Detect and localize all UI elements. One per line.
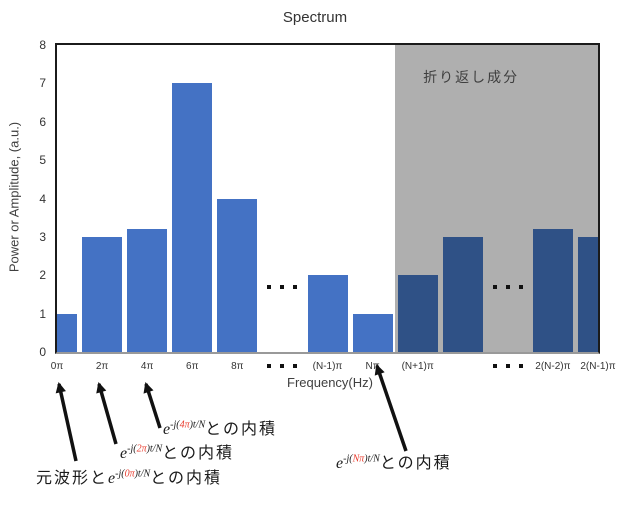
y-tick-label: 8 [39, 38, 46, 52]
x-axis-title: Frequency(Hz) [287, 375, 373, 390]
annotation-suffix: との内積 [379, 455, 452, 472]
inner-product-annotation: e-j(2π)t/Nとの内積 [120, 439, 234, 463]
y-tick-label: 2 [39, 268, 46, 283]
frequency-term-red: 0π [124, 468, 135, 480]
bar-6π [172, 83, 213, 352]
bar-0π [57, 313, 77, 352]
frequency-term-red: 4π [179, 419, 190, 431]
inner-product-annotation: e-j(Nπ)t/Nとの内積 [336, 449, 452, 473]
bar-slot9 [442, 236, 483, 352]
y-tick-label: 1 [39, 306, 46, 321]
inner-product-annotation: 元波形とe-j(0π)t/Nとの内積 [36, 464, 222, 488]
x-tick-label: 8π [231, 361, 244, 372]
x-tick-label: 2(N-2)π [535, 361, 571, 372]
annotation-arrow [55, 381, 78, 462]
bar-2(N-1)π [578, 236, 598, 352]
annotation-suffix: との内積 [205, 421, 277, 438]
alias-region-label: 折り返し成分 [423, 69, 520, 85]
exponential-formula: e-j(Nπ)t/N [336, 453, 380, 472]
plot-area: 折り返し成分 [55, 43, 600, 354]
annotation-arrow [96, 381, 118, 445]
x-tick-label: (N+1)π [401, 361, 434, 372]
y-tick-label: 6 [39, 114, 46, 129]
annotation-prefix: 元波形と [36, 470, 109, 487]
bar-(N+1)π [397, 275, 438, 352]
bar-Nπ [352, 313, 393, 352]
y-tick-label: 0 [39, 345, 46, 359]
y-tick-label: 3 [39, 229, 46, 244]
inner-product-annotation: e-j(4π)t/Nとの内積 [163, 415, 277, 439]
x-axis-ellipsis-dots [267, 364, 298, 368]
plot-ellipsis-dots [492, 284, 523, 289]
x-tick-label: Nπ [365, 361, 380, 372]
bar-(N-1)π [307, 275, 348, 352]
x-axis-ellipsis-dots [492, 364, 523, 368]
annotation-arrow [143, 381, 162, 429]
x-tick-label: 6π [186, 361, 199, 372]
chart-title: Spectrum [282, 9, 348, 26]
x-tick-label: 0π [50, 361, 64, 372]
annotation-suffix: との内積 [162, 445, 234, 462]
x-tick-label: 4π [140, 361, 154, 372]
exponential-formula: e-j(4π)t/N [163, 419, 206, 438]
annotation-suffix: との内積 [150, 470, 222, 487]
x-tick-label: (N-1)π [312, 361, 343, 372]
bar-2(N-2)π [532, 229, 573, 352]
y-tick-label: 4 [39, 191, 46, 206]
exponential-formula: e-j(0π)t/N [108, 468, 151, 487]
y-tick-label: 7 [39, 76, 46, 91]
plot-ellipsis-dots [267, 284, 298, 289]
bar-4π [127, 229, 168, 352]
frequency-term-red: 2π [136, 443, 147, 455]
bar-2π [82, 236, 123, 352]
bar-8π [217, 198, 258, 352]
frequency-term-red: Nπ [352, 453, 365, 465]
exponential-formula: e-j(2π)t/N [120, 443, 163, 462]
x-tick-label: 2(N-1)π [580, 361, 616, 372]
x-tick-label: 2π [95, 361, 109, 372]
y-tick-label: 5 [39, 153, 46, 168]
